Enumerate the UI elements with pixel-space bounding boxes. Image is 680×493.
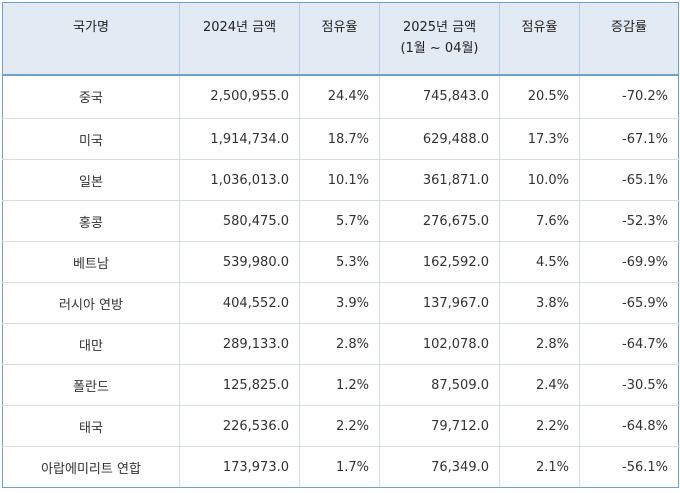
table-row: 일본 1,036,013.0 10.1% 361,871.0 10.0% -65.1% [2,159,679,201]
table-row: 폴란드 125,825.0 1.2% 87,509.0 2.4% -30.5% [2,364,679,406]
table-body: 중국 2,500,955.0 24.4% 745,843.0 20.5% -70.2% 미국… [2,74,679,488]
cell-amount-2024: 2,500,955.0 [179,74,300,119]
table-row: 대만 289,133.0 2.8% 102,078.0 2.8% -64.7% [2,323,679,365]
cell-share-2025: 7.6% [499,200,580,242]
table-header: 국가명 2024년 금액 점유율 2025년 금액 (1월 ~ 04월) 점유율… [2,2,679,76]
cell-country: 러시아 연방 [2,282,180,324]
cell-share-2025: 2.8% [499,323,580,365]
cell-amount-2025: 361,871.0 [379,159,500,201]
cell-share-2024: 10.1% [299,159,380,201]
cell-share-2024: 5.7% [299,200,380,242]
cell-share-2025: 20.5% [499,74,580,119]
cell-change-rate: -70.2% [579,74,679,119]
cell-amount-2024: 1,036,013.0 [179,159,300,201]
cell-share-2025: 17.3% [499,118,580,160]
cell-change-rate: -30.5% [579,364,679,406]
cell-amount-2025: 629,488.0 [379,118,500,160]
cell-change-rate: -69.9% [579,241,679,283]
cell-country: 일본 [2,159,180,201]
cell-amount-2025: 76,349.0 [379,446,500,488]
cell-country: 베트남 [2,241,180,283]
table-row: 베트남 539,980.0 5.3% 162,592.0 4.5% -69.9% [2,241,679,283]
cell-amount-2024: 226,536.0 [179,405,300,447]
header-share-2024: 점유율 [299,2,380,76]
cell-amount-2025: 162,592.0 [379,241,500,283]
header-share-2025: 점유율 [499,2,580,76]
cell-share-2024: 5.3% [299,241,380,283]
table-row: 러시아 연방 404,552.0 3.9% 137,967.0 3.8% -65.9% [2,282,679,324]
table-row: 미국 1,914,734.0 18.7% 629,488.0 17.3% -67.1% [2,118,679,160]
table-row: 아랍에미리트 연합 173,973.0 1.7% 76,349.0 2.1% -56.1% [2,446,679,488]
header-amount-2025-label: 2025년 금액 [402,20,477,35]
header-share-2024-label: 점유율 [321,20,358,35]
header-amount-2024: 2024년 금액 [179,2,300,76]
header-change-rate-label: 증감률 [611,20,647,35]
cell-country: 미국 [2,118,180,160]
cell-amount-2024: 289,133.0 [179,323,300,365]
cell-amount-2024: 580,475.0 [179,200,300,242]
cell-country: 홍콩 [2,200,180,242]
cell-amount-2025: 276,675.0 [379,200,500,242]
cell-amount-2025: 87,509.0 [379,364,500,406]
header-row: 국가명 2024년 금액 점유율 2025년 금액 (1월 ~ 04월) 점유율… [2,2,679,76]
cell-share-2024: 24.4% [299,74,380,119]
cell-share-2025: 3.8% [499,282,580,324]
cell-amount-2025: 745,843.0 [379,74,500,119]
cell-country: 태국 [2,405,180,447]
cell-amount-2025: 137,967.0 [379,282,500,324]
cell-amount-2024: 539,980.0 [179,241,300,283]
header-country: 국가명 [2,2,180,76]
header-amount-2024-label: 2024년 금액 [202,20,277,35]
table-row: 중국 2,500,955.0 24.4% 745,843.0 20.5% -70.2% [2,74,679,119]
header-amount-2025-period: (1월 ~ 04월) [400,41,479,56]
cell-change-rate: -56.1% [579,446,679,488]
cell-change-rate: -67.1% [579,118,679,160]
cell-share-2025: 10.0% [499,159,580,201]
cell-share-2024: 2.8% [299,323,380,365]
cell-share-2024: 3.9% [299,282,380,324]
cell-share-2025: 2.4% [499,364,580,406]
cell-amount-2025: 102,078.0 [379,323,500,365]
cell-change-rate: -64.8% [579,405,679,447]
cell-change-rate: -64.7% [579,323,679,365]
cell-country: 중국 [2,74,180,119]
table-row: 태국 226,536.0 2.2% 79,712.0 2.2% -64.8% [2,405,679,447]
cell-share-2024: 2.2% [299,405,380,447]
cell-country: 대만 [2,323,180,365]
cell-amount-2025: 79,712.0 [379,405,500,447]
cell-change-rate: -65.9% [579,282,679,324]
cell-share-2024: 18.7% [299,118,380,160]
cell-share-2025: 4.5% [499,241,580,283]
cell-amount-2024: 1,914,734.0 [179,118,300,160]
cell-share-2024: 1.2% [299,364,380,406]
cell-amount-2024: 404,552.0 [179,282,300,324]
table-row: 홍콩 580,475.0 5.7% 276,675.0 7.6% -52.3% [2,200,679,242]
cell-share-2025: 2.2% [499,405,580,447]
cell-share-2025: 2.1% [499,446,580,488]
header-share-2025-label: 점유율 [521,20,558,35]
cell-amount-2024: 173,973.0 [179,446,300,488]
header-country-label: 국가명 [73,20,109,35]
header-amount-2025: 2025년 금액 (1월 ~ 04월) [379,2,500,76]
cell-country: 아랍에미리트 연합 [2,446,180,488]
cell-change-rate: -52.3% [579,200,679,242]
cell-change-rate: -65.1% [579,159,679,201]
cell-country: 폴란드 [2,364,180,406]
header-change-rate: 증감률 [579,2,679,76]
cell-share-2024: 1.7% [299,446,380,488]
cell-amount-2024: 125,825.0 [179,364,300,406]
